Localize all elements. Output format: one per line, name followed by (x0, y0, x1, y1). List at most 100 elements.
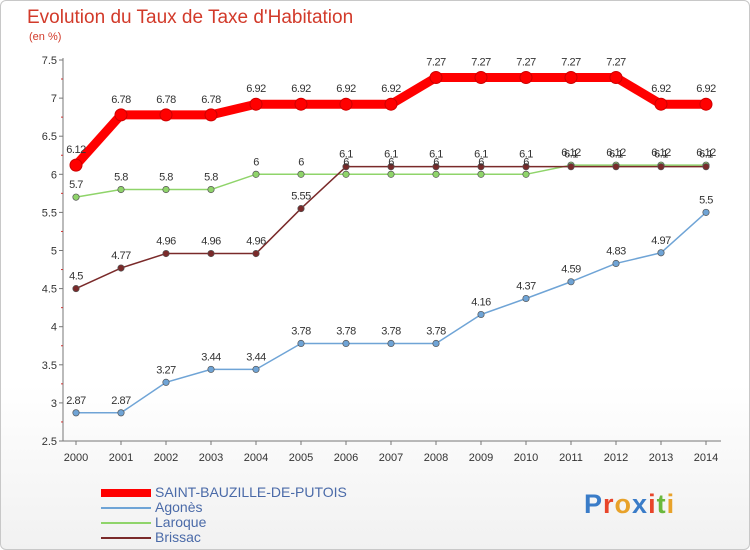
data-label-3-2: 4.96 (156, 236, 176, 248)
data-point-2-2 (162, 185, 170, 194)
data-point-3-11 (567, 163, 575, 171)
legend-item-saint-bauzille: SAINT-BAUZILLE-DE-PUTOIS (101, 485, 401, 500)
data-point-0-8 (429, 71, 443, 85)
x-tick-label: 2005 (289, 452, 313, 464)
data-point-1-9 (477, 310, 485, 319)
data-label-2-1: 5.8 (114, 172, 128, 184)
y-tick-label: 6.5 (42, 131, 57, 143)
data-label-1-7: 3.78 (381, 325, 401, 337)
data-label-3-13: 6.1 (654, 149, 668, 161)
data-label-0-9: 7.27 (471, 57, 491, 69)
x-tick-label: 2011 (559, 452, 583, 464)
data-label-1-4: 3.44 (246, 351, 266, 363)
y-tick-label: 7.5 (42, 55, 57, 67)
data-point-0-7 (384, 97, 398, 111)
logo-letter: i (648, 489, 657, 519)
data-point-0-13 (654, 97, 668, 111)
data-label-0-8: 7.27 (426, 57, 446, 69)
chart-legend: SAINT-BAUZILLE-DE-PUTOIS Agonès Laroque … (101, 485, 401, 545)
legend-item-laroque: Laroque (101, 515, 401, 530)
x-tick-label: 2003 (199, 452, 223, 464)
legend-label-saint-bauzille: SAINT-BAUZILLE-DE-PUTOIS (155, 484, 347, 500)
proxiti-logo: Proxiti (584, 489, 675, 520)
data-label-1-10: 4.37 (516, 281, 536, 293)
data-point-1-1 (117, 409, 125, 417)
data-label-1-1: 2.87 (111, 395, 131, 407)
data-point-2-8 (432, 170, 440, 178)
x-tick-label: 2006 (334, 452, 358, 464)
data-point-1-2 (162, 378, 170, 386)
data-point-0-12 (609, 71, 623, 85)
data-label-3-10: 6.1 (519, 149, 533, 161)
legend-label-brissac: Brissac (155, 529, 201, 545)
data-point-3-9 (477, 163, 485, 171)
data-label-0-13: 6.92 (651, 83, 671, 95)
y-tick-label: 2.5 (42, 436, 57, 448)
data-label-0-7: 6.92 (381, 83, 401, 95)
data-label-0-6: 6.92 (336, 83, 356, 95)
data-label-2-0: 5.7 (69, 179, 83, 191)
data-point-3-12 (612, 163, 620, 171)
data-point-1-14 (702, 208, 710, 216)
data-point-3-2 (162, 249, 170, 258)
y-tick-label: 7 (51, 93, 57, 105)
data-point-3-14 (702, 163, 710, 171)
x-tick-label: 2002 (154, 452, 178, 464)
data-label-2-4: 6 (253, 156, 259, 168)
logo-letter: P (584, 489, 604, 519)
data-label-1-5: 3.78 (291, 325, 311, 337)
data-point-2-7 (387, 170, 395, 178)
legend-label-agones: Agonès (155, 499, 203, 515)
data-label-2-14: 6.12 (696, 147, 716, 159)
data-point-3-5 (297, 205, 305, 213)
data-label-2-12: 6.12 (606, 147, 626, 159)
data-point-2-5 (297, 170, 305, 178)
series-line-3 (75, 165, 707, 290)
chart-unit-label: (en %) (29, 31, 62, 43)
data-point-2-6 (342, 170, 350, 178)
logo-letter: t (656, 489, 667, 519)
data-label-1-2: 3.27 (156, 364, 176, 376)
data-label-2-6: 6 (343, 156, 349, 168)
y-tick-label: 4.5 (42, 284, 57, 296)
data-point-1-4 (252, 365, 260, 373)
data-label-1-9: 4.16 (471, 297, 491, 309)
data-point-1-3 (207, 365, 215, 373)
data-label-2-7: 6 (388, 156, 394, 168)
y-tick-label: 5.5 (42, 207, 57, 219)
data-point-0-5 (294, 97, 308, 111)
data-point-0-11 (564, 71, 578, 85)
data-label-2-13: 6.12 (651, 147, 671, 159)
data-label-2-2: 5.8 (159, 172, 173, 184)
data-label-1-3: 3.44 (201, 351, 221, 363)
data-point-1-0 (72, 409, 80, 417)
data-label-2-10: 6 (523, 156, 529, 168)
data-label-0-14: 6.92 (696, 83, 716, 95)
data-point-2-4 (252, 170, 260, 178)
data-label-3-4: 4.96 (246, 236, 266, 248)
x-tick-label: 2012 (604, 452, 628, 464)
legend-swatch-saint-bauzille (101, 489, 151, 497)
data-label-1-0: 2.87 (66, 395, 86, 407)
data-label-0-10: 7.27 (516, 57, 536, 69)
data-label-0-4: 6.92 (246, 83, 266, 95)
data-point-0-3 (204, 108, 218, 122)
data-label-0-11: 7.27 (561, 57, 581, 69)
data-label-2-5: 6 (298, 156, 304, 168)
data-label-1-8: 3.78 (426, 325, 446, 337)
data-label-0-12: 7.27 (606, 57, 626, 69)
data-point-3-1 (117, 264, 125, 272)
data-label-3-7: 6.1 (384, 149, 398, 161)
data-point-3-7 (387, 163, 395, 171)
data-point-0-6 (339, 97, 353, 111)
x-tick-label: 2000 (64, 452, 88, 464)
x-tick-label: 2014 (694, 452, 718, 464)
y-tick-label: 3.5 (42, 360, 57, 372)
data-point-1-7 (387, 339, 395, 348)
data-label-3-12: 6.1 (609, 149, 623, 161)
data-point-1-8 (432, 339, 440, 348)
data-point-3-8 (432, 163, 440, 171)
data-label-2-9: 6 (478, 156, 484, 168)
data-label-3-9: 6.1 (474, 149, 488, 161)
x-tick-label: 2010 (514, 452, 538, 464)
